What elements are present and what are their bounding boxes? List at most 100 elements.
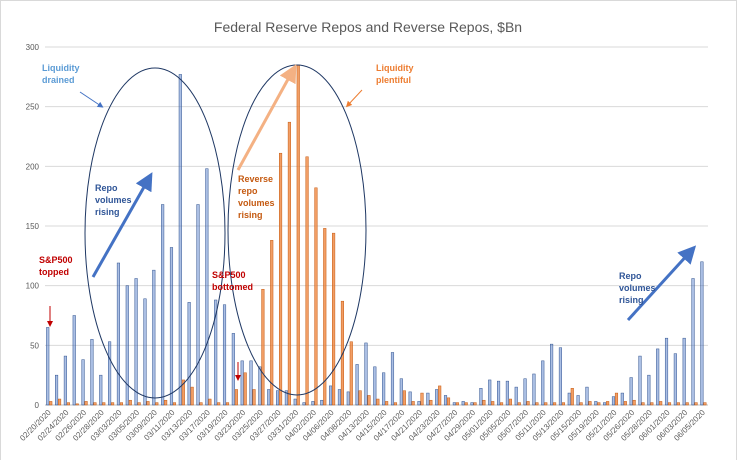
annotation: plentiful <box>376 75 411 85</box>
bar <box>694 402 698 406</box>
bar <box>187 302 191 406</box>
bar <box>491 401 495 406</box>
bar <box>443 395 448 406</box>
y-tick-label: 250 <box>26 103 40 112</box>
bar <box>314 187 318 406</box>
bar <box>393 402 398 406</box>
bar <box>446 397 451 406</box>
annotation: volumes <box>95 195 132 205</box>
bar <box>323 228 327 406</box>
bar <box>508 398 512 406</box>
bar <box>452 402 456 406</box>
bar <box>588 401 592 406</box>
bar <box>505 380 509 406</box>
bar <box>208 398 212 406</box>
y-tick-label: 200 <box>26 162 40 171</box>
annotation: Reverse <box>238 174 273 184</box>
bar <box>408 391 412 406</box>
bar <box>685 402 689 406</box>
bar <box>597 402 601 406</box>
bar <box>641 402 645 406</box>
bar <box>66 402 70 406</box>
annotation: S&P500 <box>39 255 73 265</box>
bar <box>46 327 50 406</box>
bar <box>287 121 291 406</box>
y-tick-label: 300 <box>26 43 40 52</box>
bar <box>90 339 94 406</box>
bar <box>367 395 371 406</box>
bar <box>606 401 610 406</box>
bar <box>128 399 132 406</box>
bar <box>700 261 704 406</box>
annotation: bottomed <box>212 282 253 292</box>
bar <box>349 341 353 406</box>
bar <box>553 402 557 406</box>
bar <box>464 402 468 406</box>
bar <box>373 366 377 406</box>
bar <box>178 74 182 406</box>
bar <box>152 269 156 406</box>
bar <box>196 204 200 406</box>
bar <box>276 390 280 406</box>
bar <box>497 380 501 406</box>
bar <box>355 364 359 406</box>
bar <box>703 402 707 406</box>
bar <box>217 402 221 406</box>
bar <box>667 402 672 406</box>
bar <box>332 232 336 406</box>
bar <box>190 386 194 406</box>
bar <box>172 402 177 406</box>
bar <box>108 341 112 406</box>
annotation: Repo <box>619 271 642 281</box>
bar <box>119 402 123 406</box>
bar <box>682 337 686 406</box>
bar <box>411 401 415 406</box>
y-tick-label: 150 <box>26 222 40 231</box>
bar <box>320 399 324 406</box>
bar <box>417 401 421 406</box>
bar <box>611 396 616 406</box>
bar <box>234 389 238 406</box>
bar <box>164 399 168 406</box>
annotation: S&P500 <box>212 270 246 280</box>
bar <box>691 278 695 406</box>
bar <box>143 298 147 406</box>
bars <box>46 64 707 406</box>
bar <box>302 402 306 406</box>
bar <box>517 402 521 406</box>
annotations: Liquidity drained Repo volumes rising S&P500 t… <box>39 63 656 305</box>
bar <box>231 333 235 406</box>
bar <box>647 374 651 406</box>
bar <box>329 385 333 406</box>
bar <box>55 374 59 406</box>
bar <box>161 204 165 406</box>
bar <box>63 355 67 406</box>
y-tick-label: 0 <box>35 401 40 410</box>
annotation: volumes <box>238 198 275 208</box>
annotation: rising <box>619 295 644 305</box>
bar <box>99 374 103 406</box>
bar <box>420 392 424 406</box>
bar <box>205 168 209 406</box>
bar <box>500 402 504 406</box>
annotation: Repo <box>95 183 118 193</box>
bar <box>279 152 283 406</box>
bar <box>240 360 244 406</box>
bar <box>614 392 619 406</box>
annotation: Liquidity <box>376 63 414 73</box>
bar <box>84 401 88 406</box>
bar <box>659 401 663 406</box>
bar <box>399 378 403 406</box>
bar <box>514 386 518 406</box>
bar <box>267 389 271 406</box>
bar <box>169 247 174 406</box>
bar <box>305 156 309 406</box>
bar <box>438 385 442 406</box>
bar <box>252 389 256 406</box>
bar <box>293 398 297 406</box>
bar <box>576 395 580 406</box>
bar <box>72 315 76 406</box>
bar <box>650 402 654 406</box>
bar <box>664 337 669 406</box>
